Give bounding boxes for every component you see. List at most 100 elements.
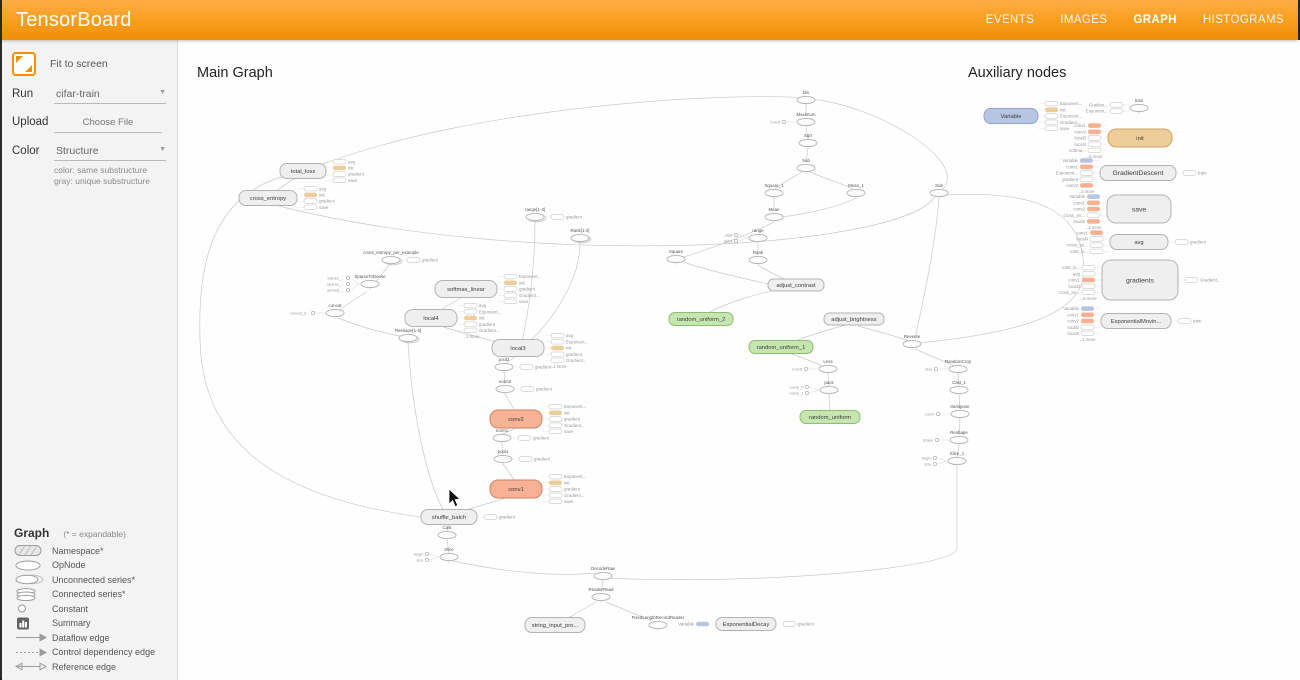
graph-legend: Graph (* = expandable) Namespace* OpNode U… — [2, 526, 177, 675]
graph-node-norm2[interactable]: norm2 gradient — [495, 379, 553, 395]
graph-node-string_input_pro[interactable]: string_input_pro... — [524, 617, 586, 633]
svg-text:Gradient...: Gradient... — [1200, 278, 1221, 283]
graph-node-gradients[interactable]: gradients Gradient... total_lo...avg conv1l… — [1059, 259, 1221, 301]
graph-edge — [446, 539, 450, 554]
graph-node-DecodeRaw[interactable]: DecodeRaw — [591, 566, 616, 582]
graph-node-Rank[interactable]: Rank — [748, 250, 768, 266]
graph-node-range13[interactable]: range[1-3] gradient — [525, 207, 583, 223]
nav-tab-histograms[interactable]: HISTOGRAMS — [1202, 14, 1284, 26]
graph-node-ReaderRead[interactable]: ReaderRead — [589, 587, 614, 603]
graph-node-Variable[interactable]: VariableExponent...initExponent...Gradie… — [983, 100, 1082, 131]
graph-node-Reshape13[interactable]: Reshape[1-3] — [395, 328, 421, 344]
graph-node-random_uniform_1[interactable]: random_uniform_1 — [748, 340, 814, 354]
svg-text:avg: avg — [566, 333, 574, 338]
graph-node-Reshape[interactable]: Reshape shape — [923, 430, 969, 446]
graph-node-Maximum[interactable]: Maximum Const — [770, 112, 816, 128]
fit-to-screen-icon[interactable] — [12, 52, 36, 76]
graph-node-shuffle_batch[interactable]: shuffle_batch gradient — [420, 509, 516, 525]
graph-edge — [521, 221, 536, 342]
svg-text:Slice: Slice — [444, 547, 454, 552]
svg-text:init: init — [479, 316, 485, 321]
nav-tab-graph[interactable]: GRAPH — [1133, 14, 1177, 26]
graph-node-Div[interactable]: Div — [796, 90, 816, 106]
graph-node-Square[interactable]: Square — [666, 249, 686, 265]
svg-text:avg: avg — [1073, 271, 1081, 276]
graph-node-RandomCrop[interactable]: RandomCrop size — [925, 359, 972, 375]
graph-node-pool2[interactable]: pool2 gradient — [494, 357, 552, 373]
nav-tab-images[interactable]: IMAGES — [1060, 14, 1108, 26]
graph-node-Less[interactable]: Less Const — [792, 359, 838, 375]
legend-label: Dataflow edge — [52, 632, 110, 643]
sidebar: Fit to screen Run cifar-train ▼ Upload Ch… — [2, 40, 178, 680]
graph-node-Mean_1[interactable]: Mean_1 — [846, 183, 866, 199]
svg-text:save: save — [348, 178, 358, 183]
legend-item-dataflow: Dataflow edge — [14, 631, 177, 646]
graph-edge — [683, 221, 775, 258]
svg-text:adjust_contrast: adjust_contrast — [776, 283, 816, 289]
graph-node-Reverse[interactable]: Reverse — [902, 334, 922, 350]
run-select[interactable]: cifar-train ▼ — [54, 86, 166, 104]
svg-text:conv2: conv2 — [1067, 319, 1079, 324]
legend-icon-constant — [14, 602, 48, 615]
graph-node-train[interactable]: train Gradien...Exponent... — [1086, 98, 1149, 114]
graph-node-norm1[interactable]: norm1 gradient — [492, 428, 550, 444]
svg-text:train: train — [1135, 98, 1144, 103]
svg-text:sparse_...: sparse_... — [327, 282, 345, 287]
graph-edge — [810, 98, 948, 190]
svg-text:Exponent...: Exponent... — [1086, 109, 1108, 114]
graph-node-Sub_r[interactable]: Sub — [929, 183, 949, 199]
svg-text:...1 more: ...1 more — [463, 334, 481, 339]
graph-node-Cast_1[interactable]: Cast_1 — [949, 380, 969, 396]
graph-node-conv1[interactable]: conv1 Exponent...init gradientGradient...s… — [489, 473, 586, 505]
svg-text:avg: avg — [1134, 240, 1143, 246]
graph-node-concat[interactable]: concat concat_d... — [290, 303, 345, 319]
svg-text:...2 more: ...2 more — [1078, 189, 1096, 194]
svg-text:begin: begin — [922, 456, 932, 461]
graph-node-random_uniform[interactable]: random_uniform — [799, 410, 861, 424]
legend-icon-control — [14, 646, 48, 659]
graph-node-SparseToDense[interactable]: SparseToDense values_...sparse_...default… — [327, 274, 386, 293]
svg-text:Exponent...: Exponent... — [479, 309, 501, 314]
svg-text:delta: delta — [724, 239, 733, 244]
upload-label: Upload — [12, 116, 49, 128]
choose-file-button[interactable]: Choose File — [54, 114, 162, 133]
svg-text:Const: Const — [792, 367, 803, 372]
graph-node-conv2[interactable]: conv2 Exponent...init gradientGradient...s… — [489, 403, 586, 435]
graph-node-Rank12[interactable]: Rank[1-2] — [570, 228, 592, 244]
graph-node-adjust_brightness[interactable]: adjust_brightness — [823, 312, 885, 326]
graph-node-random_uniform_2[interactable]: random_uniform_2 — [668, 312, 734, 326]
svg-text:transpose: transpose — [950, 404, 970, 409]
graph-node-Square_1[interactable]: Square_1 — [764, 183, 784, 199]
legend-icon-summary — [14, 617, 48, 630]
graph-node-transpose[interactable]: transpose perm — [925, 404, 970, 420]
graph-edge — [609, 466, 958, 581]
graph-node-ExponentialDecay[interactable]: ExponentialDecay gradient Variable — [678, 617, 815, 631]
graph-node-Sub[interactable]: Sub — [796, 158, 816, 174]
graph-node-softmax_linear[interactable]: softmax_linear Exponent...init gradientGra… — [434, 274, 541, 305]
graph-node-pool1[interactable]: pool1 gradient — [493, 449, 551, 465]
graph-node-Mean[interactable]: Mean — [764, 207, 784, 223]
graph-node-local3[interactable]: local3avgExponent...initgradientGradient… — [491, 332, 588, 369]
graph-node-FLRR[interactable]: FixedLengthRecordReader — [632, 615, 685, 631]
nav-tab-events[interactable]: EVENTS — [985, 14, 1035, 26]
graph-node-adjust_contrast[interactable]: adjust_contrast — [767, 278, 825, 292]
graph-node-Sqrt[interactable]: Sqrt — [798, 133, 818, 149]
color-select[interactable]: Structure ▼ — [54, 143, 166, 161]
svg-text:Exponent...: Exponent... — [1060, 101, 1082, 106]
graph-node-Cast[interactable]: Cast — [437, 525, 457, 541]
graph-node-avg[interactable]: avg gradient conv1 local4cross_en...total_l… — [1067, 230, 1207, 254]
svg-text:concat: concat — [329, 303, 343, 308]
